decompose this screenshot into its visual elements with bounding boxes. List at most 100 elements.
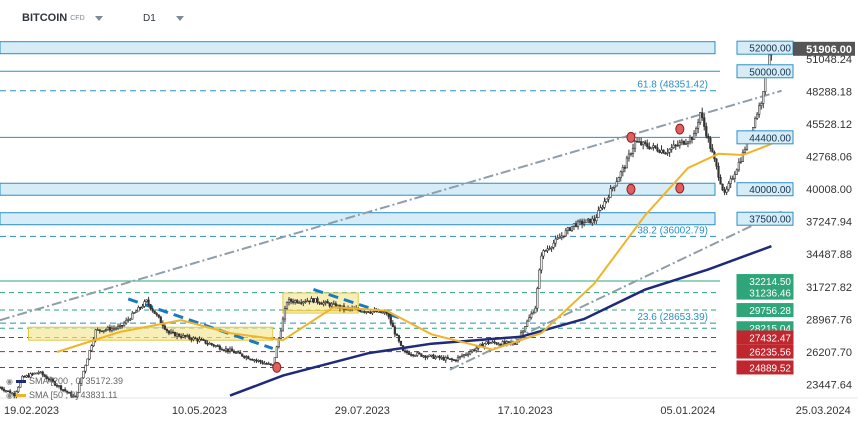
candle-body xyxy=(43,374,46,377)
candle-body xyxy=(391,322,394,328)
candle-body xyxy=(448,358,451,360)
candle-body xyxy=(430,354,433,357)
candle-body xyxy=(399,340,403,346)
candle-body xyxy=(314,298,317,303)
candle-body xyxy=(88,350,91,360)
x-tick-label: 10.05.2023 xyxy=(172,405,227,417)
candle-body xyxy=(383,311,386,313)
candle-body xyxy=(692,133,696,140)
candle-body xyxy=(114,327,118,330)
candle-body xyxy=(638,141,641,143)
candle-body xyxy=(538,269,541,289)
candle-body xyxy=(572,223,576,227)
fib-level-label: 23.6 (28653.39) xyxy=(637,312,708,323)
candle-body xyxy=(410,354,413,356)
candle-body xyxy=(578,220,582,223)
candle-body xyxy=(143,301,146,307)
candle-body xyxy=(277,338,280,348)
candle-body xyxy=(192,337,195,341)
symbol-selector[interactable]: BITCOIN CFD xyxy=(22,8,103,28)
candle-body xyxy=(603,201,606,208)
candle-body xyxy=(524,326,527,332)
candle-body xyxy=(125,319,128,324)
y-tick-label: 26207.70 xyxy=(806,347,852,359)
candle-body xyxy=(90,345,93,351)
candle-body xyxy=(627,153,631,159)
candle-body xyxy=(165,328,169,332)
candle-body xyxy=(196,338,199,342)
legend-sma50[interactable]: ◉ SMA [50 , 0] 43831.11 xyxy=(6,390,117,400)
candle-body xyxy=(51,378,55,382)
candle-body xyxy=(163,325,166,330)
pivot-marker xyxy=(272,361,282,373)
level-tag-label: 31236.46 xyxy=(749,289,791,300)
candle-body xyxy=(72,395,75,398)
candle-body xyxy=(534,307,537,314)
candle-body xyxy=(438,355,441,359)
candle-body xyxy=(251,359,254,361)
candle-body xyxy=(70,392,73,397)
candle-body xyxy=(287,299,291,303)
fib-level-label: 61.8 (48351.42) xyxy=(637,80,708,91)
candle-body xyxy=(762,91,765,104)
candle-body xyxy=(2,388,6,392)
candle-body xyxy=(31,373,34,375)
candle-body xyxy=(53,381,57,386)
pivot-marker xyxy=(675,123,685,135)
support-zone xyxy=(0,212,716,226)
candle-body xyxy=(652,145,655,148)
candle-body xyxy=(232,350,236,354)
legend-sma50-label: SMA [50 , 0] 43831.11 xyxy=(28,390,118,400)
candle-body xyxy=(265,363,268,365)
candle-body xyxy=(310,298,313,303)
candle-body xyxy=(239,351,242,355)
candle-body xyxy=(202,339,205,341)
candle-body xyxy=(656,147,659,152)
candle-body xyxy=(82,370,85,379)
legend-sma200[interactable]: ◉ SMA [200 , 0] 35172.39 xyxy=(6,376,123,386)
x-tick-label: 05.01.2024 xyxy=(660,405,715,417)
candle-body xyxy=(228,348,232,352)
candle-body xyxy=(302,301,305,304)
candle-body xyxy=(707,135,710,139)
candle-body xyxy=(157,314,160,318)
candle-body xyxy=(619,171,622,178)
chevron-down-icon xyxy=(94,15,103,21)
candle-body xyxy=(300,302,303,304)
candle-body xyxy=(403,350,407,353)
candle-body xyxy=(216,345,219,347)
candle-body xyxy=(405,350,409,354)
timeframe-selector[interactable]: D1 xyxy=(143,8,184,28)
level-tag-label: 29756.28 xyxy=(749,306,791,317)
candle-body xyxy=(237,351,240,354)
candle-body xyxy=(583,222,586,225)
candle-body xyxy=(686,141,690,144)
level-tag xyxy=(736,285,794,300)
candle-body xyxy=(564,230,567,237)
candle-body xyxy=(5,390,8,393)
x-tick-label: 19.02.2023 xyxy=(4,405,59,417)
candle-body xyxy=(66,390,69,393)
candle-body xyxy=(458,355,462,358)
candle-body xyxy=(98,329,101,332)
level-tag-label: 28215.04 xyxy=(749,324,791,335)
candle-body xyxy=(381,311,384,314)
x-tick-label: 17.10.2023 xyxy=(498,405,553,417)
candle-body xyxy=(361,311,364,313)
candle-body xyxy=(393,326,396,335)
candle-body xyxy=(35,372,38,375)
candle-body xyxy=(204,339,207,344)
candle-body xyxy=(306,300,309,303)
candle-body xyxy=(33,372,36,375)
current-price-tag xyxy=(793,41,855,56)
candle-body xyxy=(501,341,504,346)
candle-body xyxy=(623,167,626,169)
candle-body xyxy=(418,352,421,355)
candle-body xyxy=(123,322,126,326)
candle-body xyxy=(330,303,333,307)
candle-body xyxy=(469,351,472,355)
candle-body xyxy=(562,235,565,238)
candle-body xyxy=(666,152,669,154)
y-tick-label: 31727.82 xyxy=(806,282,852,294)
candle-body xyxy=(41,371,44,376)
